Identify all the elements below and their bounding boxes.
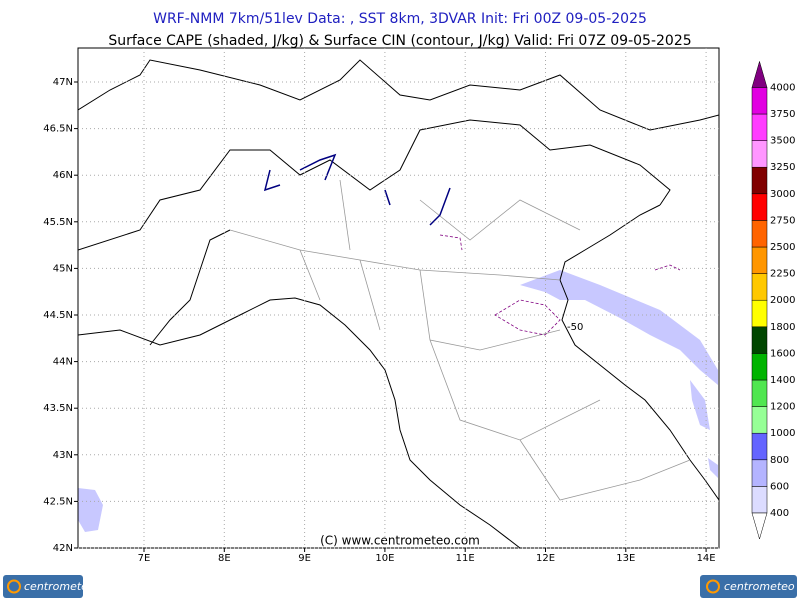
colorbar-bottom [751, 512, 768, 540]
colorbar-cell [751, 459, 768, 487]
logo-box [3, 575, 83, 598]
lon-label: 8E [218, 553, 231, 564]
colorbar-label: 3500 [770, 136, 795, 147]
lon-label: 9E [298, 553, 311, 564]
logo-box [700, 575, 797, 598]
logo-icon [7, 579, 21, 594]
cape-shading [520, 270, 718, 385]
lat-label: 47N [53, 77, 73, 88]
colorbar-label: 2000 [770, 295, 795, 306]
admin-boundary [229, 179, 691, 501]
lat-label: 44.5N [43, 310, 73, 321]
lat-label: 45N [53, 263, 73, 274]
colorbar-cell [751, 326, 768, 354]
logo: centrometeo [700, 575, 797, 598]
lat-label: 42N [53, 543, 73, 554]
contour-label: -50 [567, 322, 583, 333]
lon-label: 10E [375, 553, 394, 564]
logo-text: centrometeo [24, 580, 95, 593]
cin-contour [439, 234, 681, 336]
coastline [559, 204, 719, 501]
lat-label: 43N [53, 450, 73, 461]
colorbar-label: 3000 [770, 189, 795, 200]
colorbar-cell [751, 299, 768, 328]
colorbar-cell [751, 353, 768, 381]
cape-shading [690, 380, 710, 430]
cape-shading [708, 458, 718, 478]
colorbar-label: 3750 [770, 109, 795, 120]
colorbar-cell [751, 379, 768, 407]
colorbar-label: 1600 [770, 348, 795, 359]
lat-label: 42.5N [43, 496, 73, 507]
logo-icon [706, 579, 720, 594]
lat-label: 43.5N [43, 403, 73, 414]
colorbar-label: 1800 [770, 322, 795, 333]
map-content: -50 [78, 59, 719, 548]
subtitle: Surface CAPE (shaded, J/kg) & Surface CI… [108, 33, 691, 49]
colorbar-cell [751, 193, 768, 221]
colorbar-cell [751, 246, 768, 274]
colorbar-cell [751, 140, 768, 168]
colorbar-label: 2500 [770, 242, 795, 253]
colorbar-label: 2750 [770, 215, 795, 226]
lat-label: 44N [53, 357, 73, 368]
colorbar-cell [751, 486, 768, 514]
lat-label: 46.5N [43, 124, 73, 135]
colorbar-label: 1000 [770, 428, 795, 439]
logo: centrometeo [3, 575, 95, 598]
map-frame: -50 [77, 47, 720, 549]
border [149, 229, 231, 346]
colorbar-cell [751, 406, 768, 434]
copyright: (C) www.centrometeo.com [320, 534, 480, 548]
lon-label: 7E [138, 553, 151, 564]
colorbar-cell [751, 273, 768, 301]
colorbar-cell [751, 220, 768, 248]
colorbar-cell [751, 87, 768, 115]
lake [263, 153, 451, 226]
border [78, 59, 719, 131]
lat-label: 45.5N [43, 217, 73, 228]
colorbar-cell [751, 432, 768, 461]
colorbar-top [751, 60, 768, 88]
lon-label: 14E [697, 553, 716, 564]
logo-text: centrometeo [724, 580, 795, 593]
colorbar-label: 800 [770, 455, 789, 466]
border [78, 119, 671, 251]
cape-shading [78, 488, 103, 532]
lon-label: 12E [536, 553, 555, 564]
lon-label: 11E [456, 553, 475, 564]
colorbar-label: 3250 [770, 162, 795, 173]
colorbar-label: 600 [770, 481, 789, 492]
colorbar-label: 1400 [770, 375, 795, 386]
colorbar-label: 2250 [770, 269, 795, 280]
colorbar-label: 1200 [770, 402, 795, 413]
title: WRF-NMM 7km/51lev Data: , SST 8km, 3DVAR… [153, 11, 647, 27]
colorbar-cell [751, 166, 768, 195]
colorbar-cell [751, 113, 768, 141]
lat-label: 46N [53, 170, 73, 181]
coastline [78, 297, 521, 548]
colorbar-label: 400 [770, 508, 789, 519]
colorbar-label: 4000 [770, 82, 795, 93]
lon-label: 13E [616, 553, 635, 564]
